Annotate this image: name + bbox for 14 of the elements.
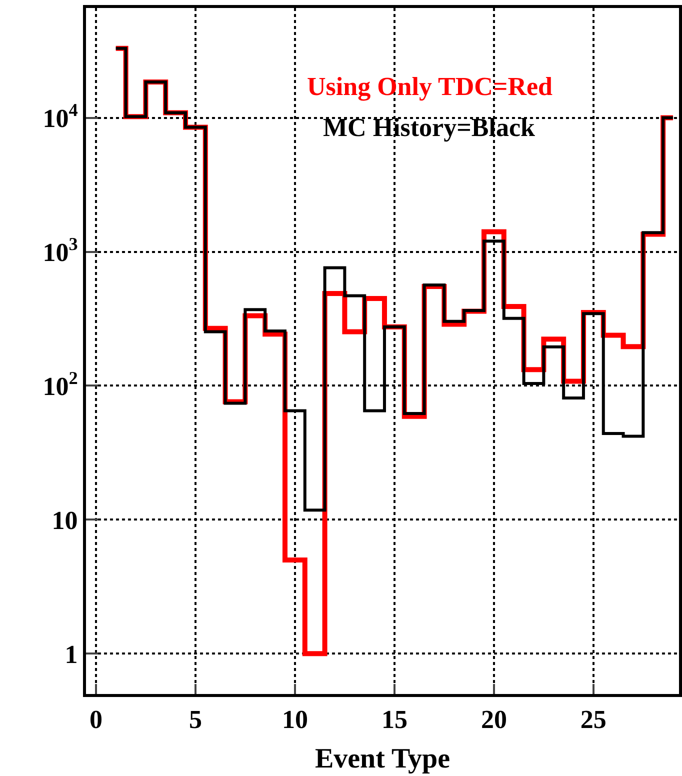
x-axis-title: Event Type (314, 743, 450, 774)
annotation: MC History=Black (323, 113, 536, 142)
x-tick-label: 10 (282, 705, 308, 734)
x-tick-label: 20 (480, 705, 507, 734)
x-tick-label: 15 (381, 705, 408, 734)
y-tick-label: 10$^{4}$ (42, 100, 78, 133)
x-tick-label: 25 (580, 705, 606, 734)
annotation: Using Only TDC=Red (307, 72, 554, 101)
x-tick-label: 0 (89, 705, 102, 734)
x-tick-label: 5 (188, 705, 202, 734)
y-tick-label: 10 (52, 506, 78, 535)
y-tick-label: 10$^{2}$ (42, 368, 78, 401)
y-tick-label: 1 (64, 640, 78, 669)
y-tick-label: 10$^{3}$ (42, 234, 78, 267)
